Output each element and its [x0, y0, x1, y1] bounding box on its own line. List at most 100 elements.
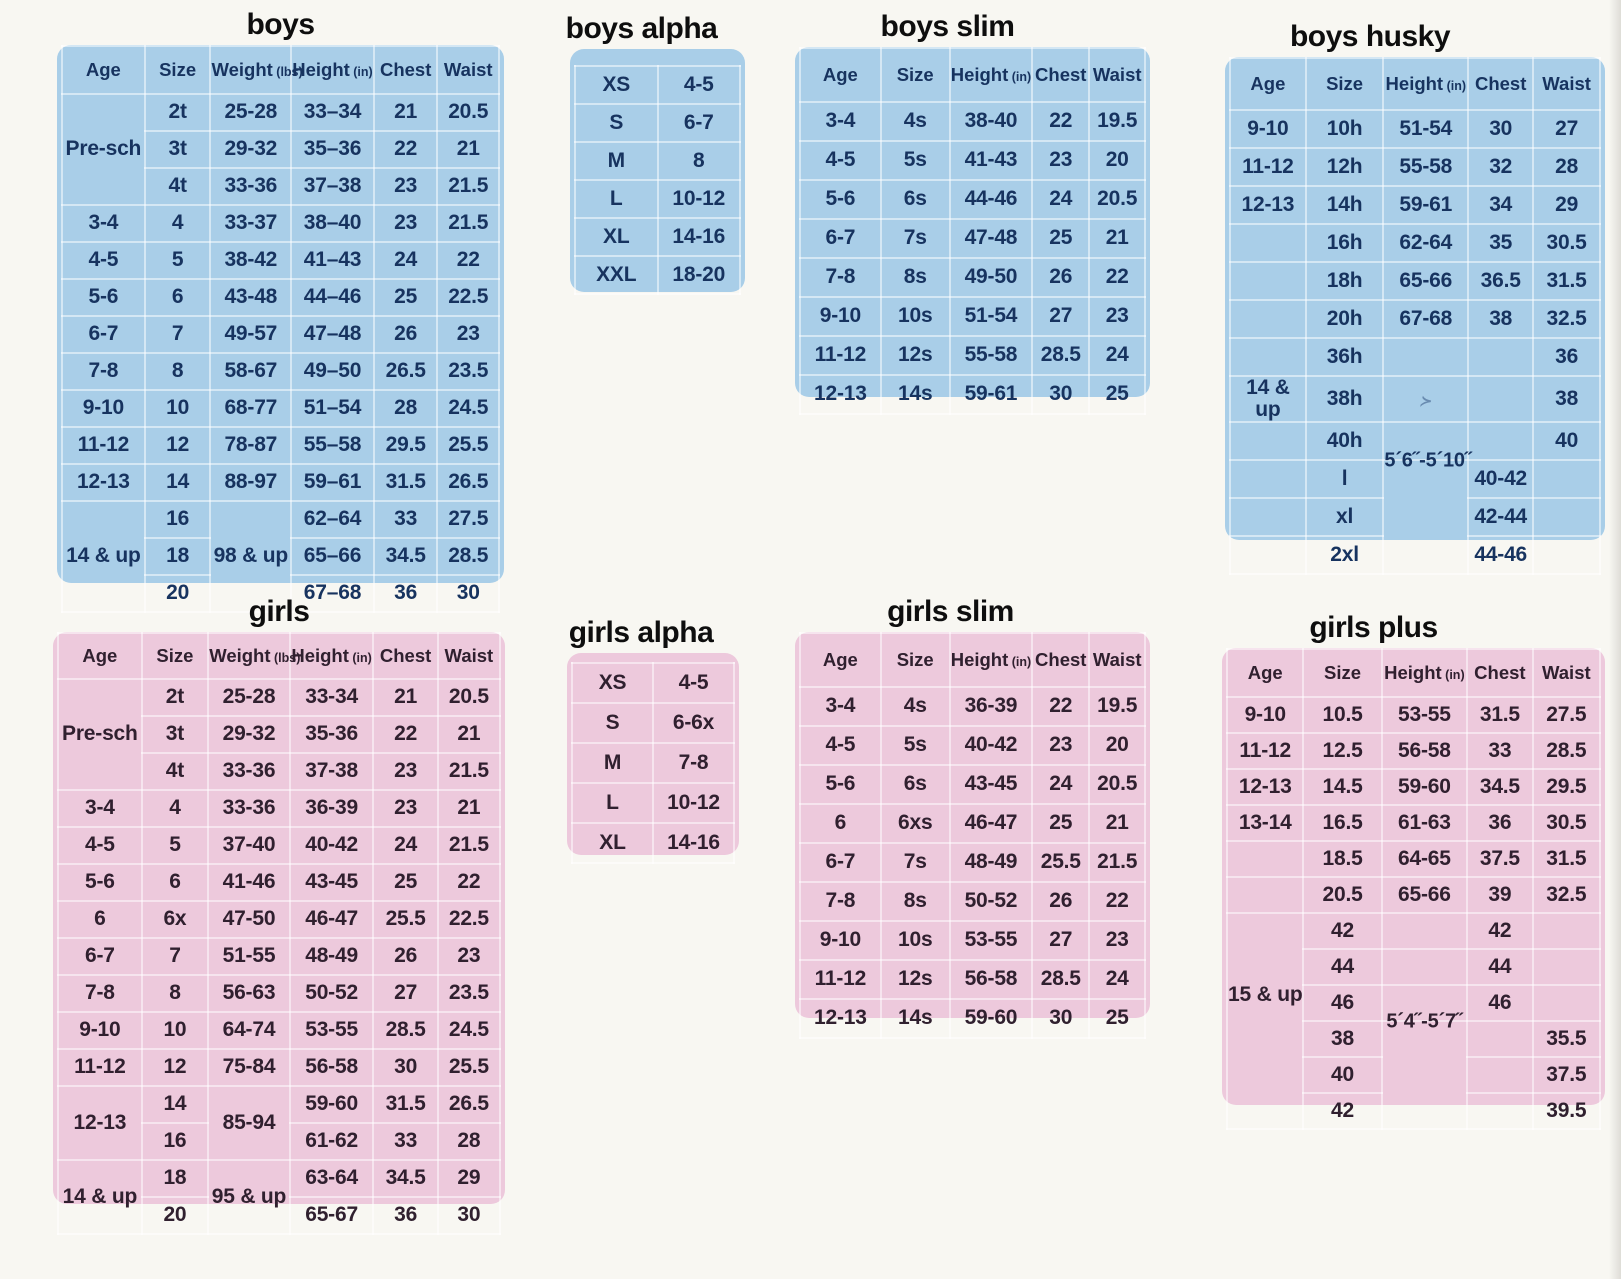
- table-cell: l: [1304, 459, 1385, 500]
- table-cell: 14: [140, 1085, 210, 1124]
- table-cell: 23: [436, 315, 500, 354]
- table-cell: 36-39: [288, 789, 375, 828]
- table-cell: 16h: [1304, 223, 1385, 263]
- table-row: 11-12 12h 55-58 32 28: [1229, 147, 1601, 187]
- table-row: 44 44: [1227, 948, 1602, 986]
- table-cell: 39.5: [1531, 1092, 1602, 1130]
- table-cell: 11-12: [799, 335, 882, 376]
- table-cell: 59-60: [288, 1085, 375, 1124]
- scan-edge-artifact: [1609, 0, 1621, 1279]
- table-row: 6 6xs 46-47 25 21: [799, 803, 1146, 844]
- table-cell: 29.5: [1531, 768, 1602, 806]
- table-cell: 59-60: [1380, 768, 1469, 806]
- table-cell: 31.5: [1466, 696, 1534, 734]
- table-cell: 40: [1302, 1056, 1383, 1094]
- table-row: xl 42-44: [1229, 497, 1601, 538]
- table-cell: 34.5: [1466, 768, 1534, 806]
- table-cell: 47–48: [290, 315, 375, 354]
- table-cell: 4-5: [799, 725, 882, 766]
- column-header-height: Height (in): [948, 632, 1034, 688]
- table-row: 11-12 12.5 56-58 33 28.5: [1225, 732, 1602, 770]
- table-cell: 33: [1466, 732, 1534, 770]
- table-cell: 65-66: [1382, 261, 1470, 301]
- table-cell: 24: [372, 241, 439, 280]
- table-cell: 49-57: [209, 315, 293, 354]
- table-cell: 4-5: [656, 65, 741, 105]
- table-cell: 38: [1467, 299, 1535, 339]
- table-cell: 38-42: [209, 241, 293, 280]
- table-row: 4t 33-36 37–38 23 21.5: [62, 167, 500, 206]
- table-row: 7-8 8s 49-50 26 22: [799, 257, 1146, 298]
- girls-plus-table-section: girls plus Age Size Height (in) Chest Waist 9…: [1222, 611, 1605, 1130]
- table-cell: 67–68: [290, 574, 375, 613]
- pen-mark: ≻: [1382, 374, 1470, 424]
- table-cell: 42: [1466, 912, 1534, 950]
- table-cell: 31.5: [1531, 840, 1602, 878]
- table-cell: 11-12: [57, 1048, 143, 1087]
- column-unit: (in): [1008, 70, 1032, 85]
- table-cell: 5-6: [57, 863, 143, 902]
- table-cell: 46-47: [288, 900, 375, 939]
- table-row: 12-13 14s 59-60 30 25: [799, 998, 1146, 1039]
- table-cell: 25: [1088, 998, 1146, 1039]
- girls-slim-table-section: girls slim Age Size Height (in) Chest Waist 3…: [795, 595, 1150, 1039]
- table-cell: 6: [57, 900, 143, 939]
- table-cell: 49-50: [948, 257, 1034, 298]
- table-cell: 31.5: [1532, 261, 1601, 301]
- table-cell: 42: [1302, 1092, 1383, 1130]
- table-row: 14 & up 16 98 & up 62–64 33 27.5: [61, 500, 500, 613]
- table-cell: 8s: [879, 881, 951, 922]
- table-cell: 59–61: [290, 463, 375, 502]
- table-cell: 29-32: [209, 130, 293, 169]
- table-cell: 7-8: [57, 974, 143, 1013]
- table-cell: 18: [140, 1159, 210, 1198]
- table-cell: 10-12: [656, 179, 741, 219]
- table-cell: 65–66: [290, 537, 375, 576]
- table-cell: 19.5: [1088, 686, 1146, 727]
- table-cell: 25: [372, 278, 439, 317]
- column-header-age: Age: [61, 45, 146, 95]
- table-cell: 34.5: [372, 1159, 439, 1198]
- table-cell: 37.5: [1466, 840, 1534, 878]
- column-header-age: Age: [57, 632, 143, 680]
- boys-husky-size-table: Age Size Height (in) Chest Waist 9-10 10h 51-54…: [1229, 57, 1601, 576]
- table-cell: 5-6: [799, 764, 882, 805]
- column-unit: (in): [1441, 668, 1465, 683]
- table-cell: 4t: [143, 167, 212, 206]
- table-cell: 38: [1302, 1020, 1383, 1058]
- table-cell: 46: [1302, 984, 1383, 1022]
- table-cell: 56-58: [288, 1048, 375, 1087]
- table-row: Pre-sch 2t 25-28 33–34 21 20.5: [61, 93, 500, 206]
- table-cell: 35-36: [288, 715, 375, 754]
- table-cell: 41–43: [290, 241, 375, 280]
- table-cell: [1467, 337, 1535, 377]
- table-cell: 22: [1031, 101, 1091, 142]
- table-cell: 23: [372, 789, 439, 828]
- table-cell: 35.5: [1531, 1020, 1602, 1058]
- table-cell: [1382, 337, 1470, 377]
- column-header-chest: Chest: [1467, 57, 1535, 111]
- table-cell: 4-5: [799, 140, 882, 181]
- table-cell: 30.5: [1532, 223, 1601, 263]
- table-row: 2xl 44-46: [1229, 535, 1601, 576]
- table-row: 7-8 8 58-67 49–50 26.5 23.5: [61, 352, 500, 391]
- table-cell: 27: [1031, 920, 1091, 961]
- column-header-age: Age: [799, 47, 882, 103]
- table-cell: 59-61: [948, 374, 1034, 415]
- table-cell: 38h: [1304, 374, 1385, 424]
- table-cell: 12-13: [1225, 768, 1305, 806]
- table-cell: 7: [140, 937, 210, 976]
- girls-alpha-table-section: girls alpha XS 4-5 S 6-6x M 7-8 L 10-12 XL 14-16: [567, 616, 739, 864]
- table-cell: 36-39: [948, 686, 1034, 727]
- table-row: S 6-6x: [571, 702, 735, 744]
- table-cell: 21: [372, 93, 439, 132]
- table-cell: 12s: [879, 959, 951, 1000]
- table-cell: 14s: [879, 374, 951, 415]
- table-row: 12-13 14h 59-61 34 29: [1229, 185, 1601, 225]
- table-cell: 47-48: [948, 218, 1034, 259]
- table-cell: 33-34: [288, 678, 375, 717]
- table-cell: 14-16: [652, 822, 735, 864]
- table-cell: 20.5: [1088, 764, 1146, 805]
- table-cell: XS: [574, 65, 659, 105]
- table-cell: 30.5: [1531, 804, 1602, 842]
